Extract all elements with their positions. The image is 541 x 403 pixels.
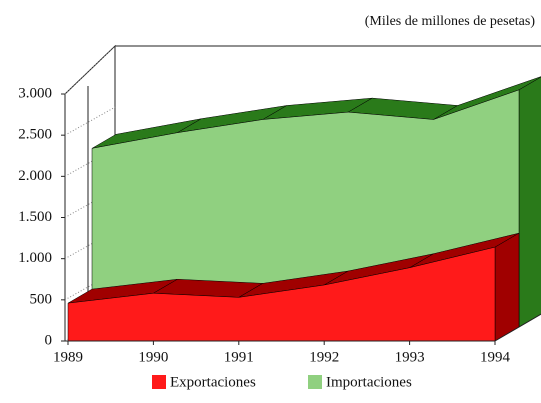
x-tick-label: 1991	[224, 349, 254, 365]
legend-swatch	[152, 375, 166, 389]
legend-label: Importaciones	[326, 374, 412, 390]
grid-line	[64, 45, 116, 95]
area-side	[494, 232, 520, 342]
x-tick-label: 1989	[53, 349, 83, 365]
x-tick-label: 1990	[138, 349, 168, 365]
grid-line	[64, 230, 116, 260]
y-tick-label: 2.500	[18, 127, 52, 143]
unit-label: (Miles de millones de pesetas)	[365, 14, 536, 29]
area-side	[518, 76, 541, 328]
y-tick-label: 500	[30, 291, 53, 307]
y-tick-label: 1.500	[18, 209, 52, 225]
x-tick-label: 1994	[480, 349, 511, 365]
y-tick-label: 3.000	[18, 85, 52, 101]
grid-line	[64, 106, 116, 136]
x-tick-label: 1993	[395, 349, 425, 365]
y-tick-label: 2.000	[18, 168, 52, 184]
legend-label: Exportaciones	[170, 374, 256, 390]
legend-swatch	[308, 375, 322, 389]
grid-line	[64, 147, 116, 177]
x-tick-label: 1992	[309, 349, 339, 365]
grid-line	[64, 271, 116, 301]
x-axis	[494, 313, 541, 342]
y-tick-label: 1.000	[18, 250, 52, 266]
y-tick-label: 0	[45, 332, 53, 348]
grid-line	[64, 189, 116, 218]
